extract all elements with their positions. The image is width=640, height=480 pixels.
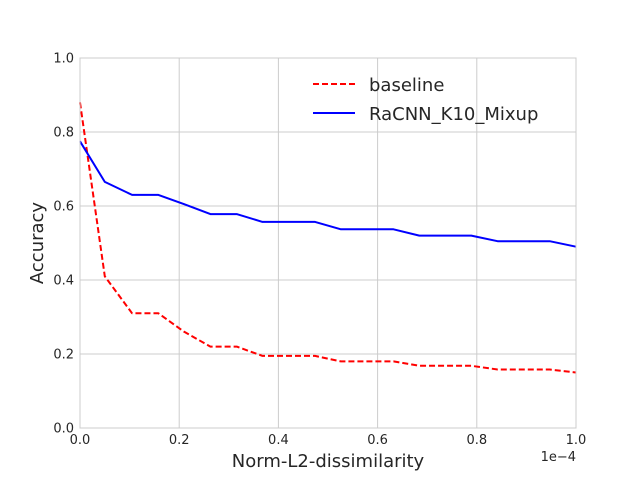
- y-tick-label: 0.2: [53, 348, 74, 363]
- grid: [79, 57, 577, 429]
- x-tick-label: 0.8: [466, 433, 487, 448]
- x-tick-label: 0.4: [268, 433, 289, 448]
- y-tick-label: 1.0: [53, 52, 74, 67]
- plot-area: [80, 58, 576, 428]
- legend-label-racnn: RaCNN_K10_Mixup: [369, 104, 538, 125]
- tick-labels: 0.0 0.2 0.4 0.6 0.8 1.0 0.0 0.2 0.4 0.6 0.8 1.0: [53, 52, 586, 449]
- legend-label-baseline: baseline: [369, 75, 444, 96]
- y-tick-label: 0.8: [53, 126, 74, 141]
- y-tick-label: 0.6: [53, 200, 74, 215]
- legend: baseline RaCNN_K10_Mixup: [313, 75, 538, 125]
- x-tick-label: 0.0: [70, 433, 91, 448]
- series-line-racnn: [79, 140, 577, 248]
- plot-frame: [79, 57, 577, 429]
- x-tick-label: 0.6: [367, 433, 388, 448]
- x-axis-label: Norm-L2-dissimilarity: [232, 451, 425, 472]
- y-tick-label: 0.4: [53, 274, 74, 289]
- series-layer: [79, 102, 577, 374]
- x-tick-label: 1.0: [566, 433, 587, 448]
- x-offset-label: 1e−4: [541, 450, 576, 465]
- y-axis-label: Accuracy: [27, 202, 48, 285]
- y-tick-label: 0.0: [53, 422, 74, 437]
- series-line-baseline: [79, 102, 577, 374]
- x-tick-label: 0.2: [169, 433, 190, 448]
